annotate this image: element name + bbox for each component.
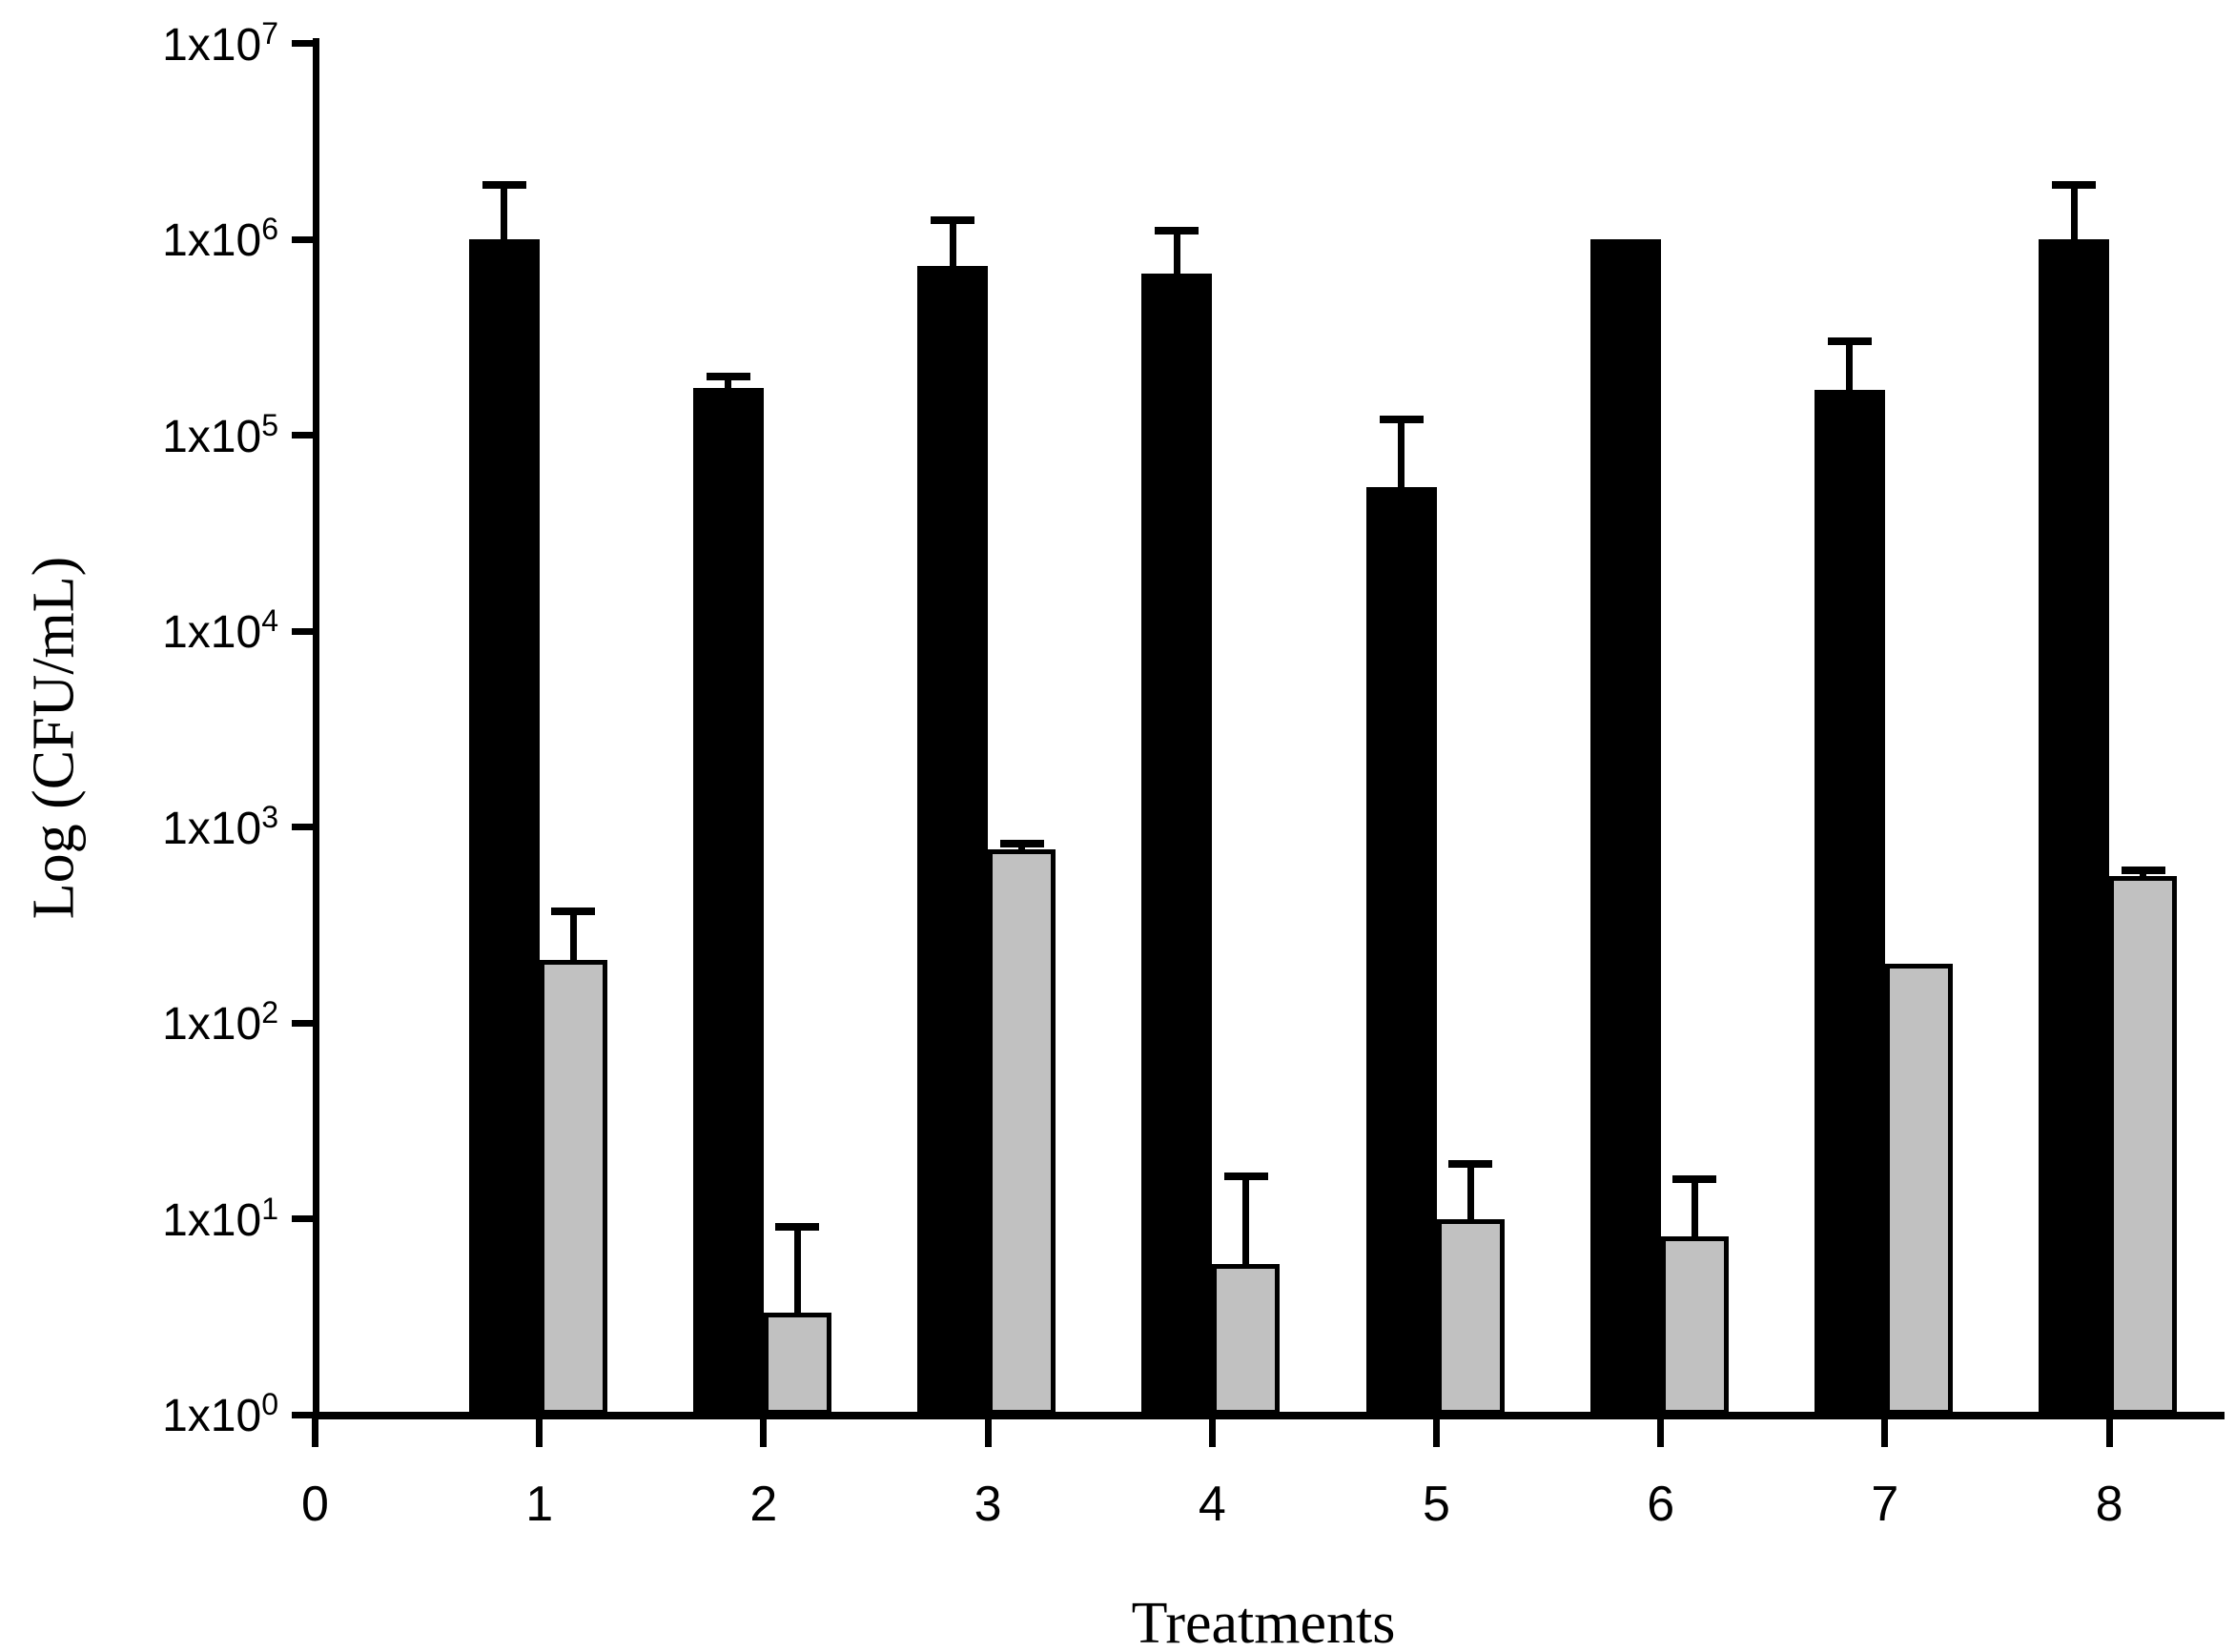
error-cap-gray-1 [551, 908, 596, 916]
error-stem-black-3 [949, 220, 956, 269]
x-tick-mark [2105, 1418, 2113, 1447]
error-cap-gray-3 [999, 840, 1044, 848]
bar-gray-treatment-1 [539, 959, 607, 1415]
y-tick-mark [292, 627, 313, 635]
x-tick-label: 4 [1198, 1477, 1226, 1532]
error-cap-gray-5 [1448, 1160, 1492, 1169]
error-cap-gray-4 [1223, 1172, 1268, 1180]
error-stem-gray-1 [569, 911, 577, 962]
bar-gray-treatment-4 [1212, 1263, 1281, 1415]
error-cap-black-4 [1155, 227, 1200, 235]
error-cap-black-8 [2052, 180, 2097, 189]
x-tick-mark [1433, 1418, 1440, 1447]
error-cap-black-1 [482, 180, 526, 189]
y-tick-label: 1x104 [162, 603, 278, 658]
y-tick-mark [292, 1019, 313, 1027]
x-axis-line [313, 1412, 2225, 1419]
y-tick-mark [292, 235, 313, 243]
bar-gray-treatment-2 [763, 1313, 831, 1415]
error-cap-gray-2 [775, 1222, 820, 1231]
x-tick-mark [1208, 1418, 1216, 1447]
x-tick-label: 5 [1423, 1477, 1450, 1532]
error-stem-black-4 [1173, 231, 1180, 275]
y-tick-label: 1x103 [162, 799, 278, 854]
x-tick-mark [536, 1418, 543, 1447]
x-tick-label: 3 [974, 1477, 1002, 1532]
y-tick-mark [292, 1215, 313, 1222]
bar-black-treatment-1 [468, 239, 540, 1415]
bar-gray-treatment-6 [1660, 1236, 1729, 1415]
error-cap-gray-8 [2121, 867, 2165, 875]
error-stem-black-8 [2070, 184, 2078, 241]
bar-gray-treatment-3 [988, 848, 1056, 1415]
error-stem-black-7 [1846, 341, 1854, 393]
y-tick-label: 1x107 [162, 15, 278, 71]
x-tick-label: 2 [749, 1477, 778, 1532]
bar-black-treatment-5 [1365, 487, 1437, 1415]
x-tick-mark [1881, 1418, 1889, 1447]
y-tick-label: 1x100 [162, 1387, 278, 1441]
y-axis-line [313, 38, 319, 1418]
error-stem-gray-4 [1242, 1175, 1250, 1266]
error-cap-black-2 [706, 372, 750, 380]
error-stem-black-1 [501, 184, 508, 241]
error-cap-black-5 [1379, 416, 1424, 424]
bar-black-treatment-7 [1814, 390, 1885, 1415]
error-stem-gray-8 [2140, 870, 2147, 879]
y-tick-label: 1x106 [162, 212, 278, 266]
x-tick-label: 6 [1647, 1477, 1675, 1532]
error-stem-gray-2 [793, 1226, 801, 1315]
bar-black-treatment-8 [2039, 239, 2110, 1415]
bar-black-treatment-6 [1589, 239, 1661, 1415]
x-tick-label: 1 [525, 1477, 554, 1532]
error-stem-black-5 [1398, 419, 1405, 490]
y-tick-mark [292, 824, 313, 830]
y-tick-label: 1x105 [162, 407, 278, 462]
error-cap-black-7 [1827, 337, 1872, 346]
x-axis-title: Treatments [1131, 1591, 1396, 1652]
bar-gray-treatment-7 [1884, 964, 1953, 1415]
bar-black-treatment-2 [692, 387, 764, 1415]
error-stem-gray-6 [1691, 1178, 1698, 1239]
x-tick-mark [760, 1418, 768, 1447]
y-tick-label: 1x101 [162, 1191, 278, 1246]
y-tick-mark [292, 40, 313, 47]
error-cap-gray-6 [1672, 1174, 1717, 1183]
y-tick-mark [292, 432, 313, 438]
y-tick-mark [292, 1411, 313, 1418]
error-stem-black-2 [725, 376, 732, 390]
error-cap-black-3 [931, 216, 975, 225]
error-stem-gray-5 [1466, 1164, 1474, 1221]
bar-black-treatment-4 [1141, 273, 1213, 1415]
x-tick-label: 7 [1871, 1477, 1899, 1532]
x-tick-mark [984, 1418, 992, 1447]
y-axis-title: Log (CFU/mL) [21, 556, 87, 920]
bar-gray-treatment-8 [2109, 876, 2178, 1415]
x-tick-mark [312, 1418, 318, 1447]
y-tick-label: 1x102 [162, 995, 278, 1050]
x-tick-label: 8 [2095, 1477, 2123, 1532]
x-tick-mark [1657, 1418, 1665, 1447]
bar-gray-treatment-5 [1436, 1218, 1505, 1415]
bar-black-treatment-3 [917, 266, 989, 1415]
x-tick-label: 0 [301, 1477, 329, 1532]
